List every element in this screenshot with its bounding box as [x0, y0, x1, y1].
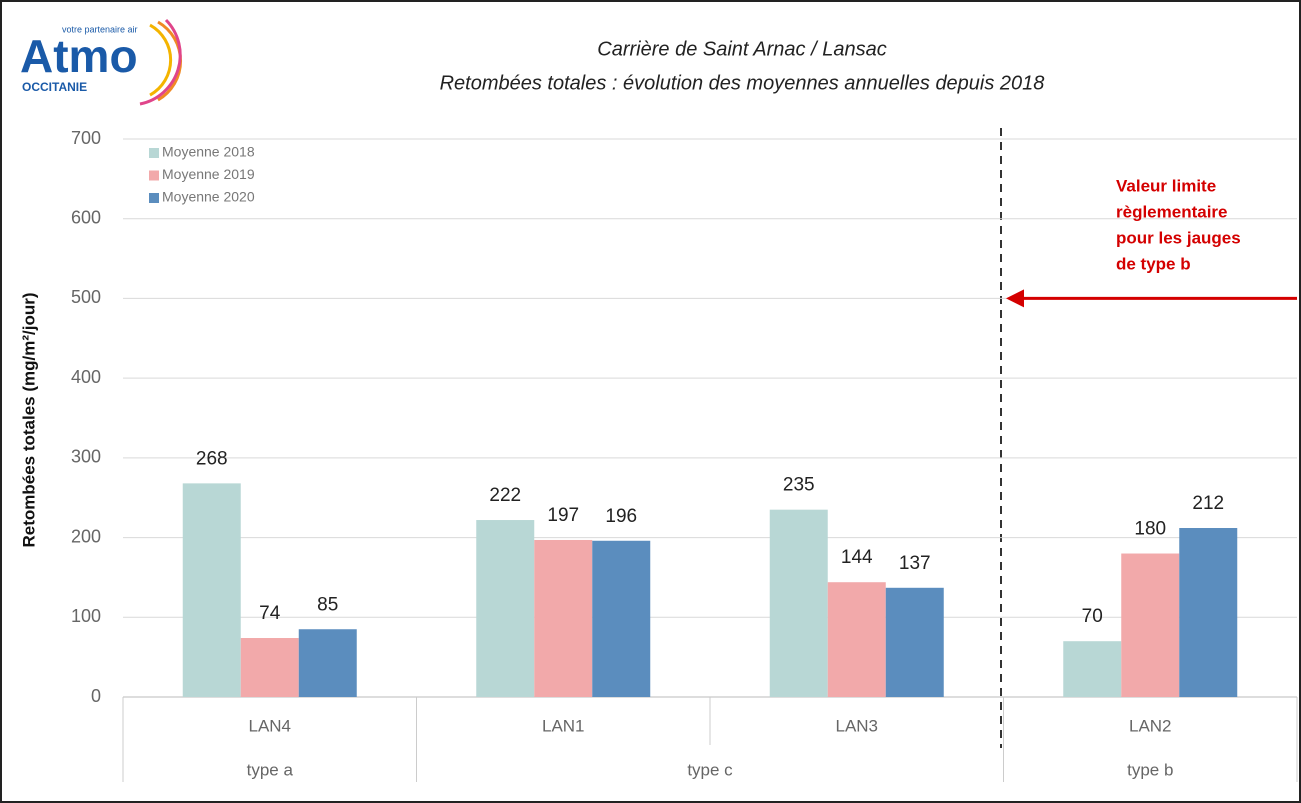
- chart-subtitle: Retombées totales : évolution des moyenn…: [440, 72, 1045, 94]
- legend-swatch: [149, 148, 159, 158]
- logo-tagline: votre partenaire air: [62, 24, 138, 34]
- value-label: 144: [841, 547, 873, 568]
- y-tick-label: 600: [71, 207, 101, 227]
- value-label: 222: [489, 485, 521, 506]
- y-tick-label: 200: [71, 526, 101, 546]
- group-label: type b: [1127, 760, 1173, 779]
- bar: [534, 539, 593, 697]
- value-label: 197: [547, 505, 579, 526]
- y-axis-label: Retombées totales (mg/m²/jour): [19, 292, 38, 547]
- bar: [827, 582, 886, 697]
- limit-arrowhead: [1006, 289, 1024, 308]
- y-tick-label: 100: [71, 606, 101, 626]
- bar: [885, 587, 944, 697]
- legend-swatch: [149, 193, 159, 203]
- value-label: 180: [1134, 519, 1166, 540]
- bar: [1063, 641, 1122, 697]
- bar: [592, 540, 651, 697]
- group-label: type c: [687, 760, 733, 779]
- value-label: 85: [317, 594, 338, 615]
- limit-label: règlementaire: [1116, 202, 1228, 221]
- logo: votre partenaire air Atmo OCCITANIE: [20, 18, 182, 106]
- x-tick-label: LAN1: [542, 716, 585, 735]
- value-label: 70: [1082, 606, 1103, 627]
- value-label: 74: [259, 603, 281, 624]
- value-label: 212: [1192, 493, 1224, 514]
- bar: [476, 520, 535, 697]
- value-label: 137: [899, 553, 931, 574]
- x-tick-label: LAN4: [248, 716, 291, 735]
- bar: [298, 629, 357, 697]
- limit-label: de type b: [1116, 254, 1191, 273]
- limit-label: pour les jauges: [1116, 228, 1241, 247]
- bar: [240, 638, 299, 697]
- legend-swatch: [149, 170, 159, 181]
- logo-region: OCCITANIE: [22, 80, 87, 94]
- x-tick-label: LAN3: [835, 716, 878, 735]
- logo-name: Atmo: [20, 30, 138, 82]
- value-label: 235: [783, 475, 815, 496]
- legend-label: Moyenne 2019: [162, 166, 255, 182]
- y-tick-label: 0: [91, 686, 101, 706]
- y-tick-label: 700: [71, 128, 101, 148]
- chart-title: Carrière de Saint Arnac / Lansac: [597, 38, 886, 60]
- bar: [769, 509, 828, 697]
- legend-label: Moyenne 2020: [162, 189, 255, 205]
- x-tick-label: LAN2: [1129, 716, 1172, 735]
- group-label: type a: [247, 760, 294, 779]
- legend-label: Moyenne 2018: [162, 144, 255, 160]
- y-tick-label: 500: [71, 287, 101, 307]
- y-tick-label: 300: [71, 447, 101, 467]
- bar: [1121, 553, 1180, 697]
- limit-label: Valeur limite: [1116, 176, 1216, 195]
- bar: [182, 483, 241, 697]
- value-label: 196: [605, 506, 637, 527]
- bar: [1179, 528, 1238, 697]
- y-tick-label: 400: [71, 367, 101, 387]
- value-label: 268: [196, 448, 228, 469]
